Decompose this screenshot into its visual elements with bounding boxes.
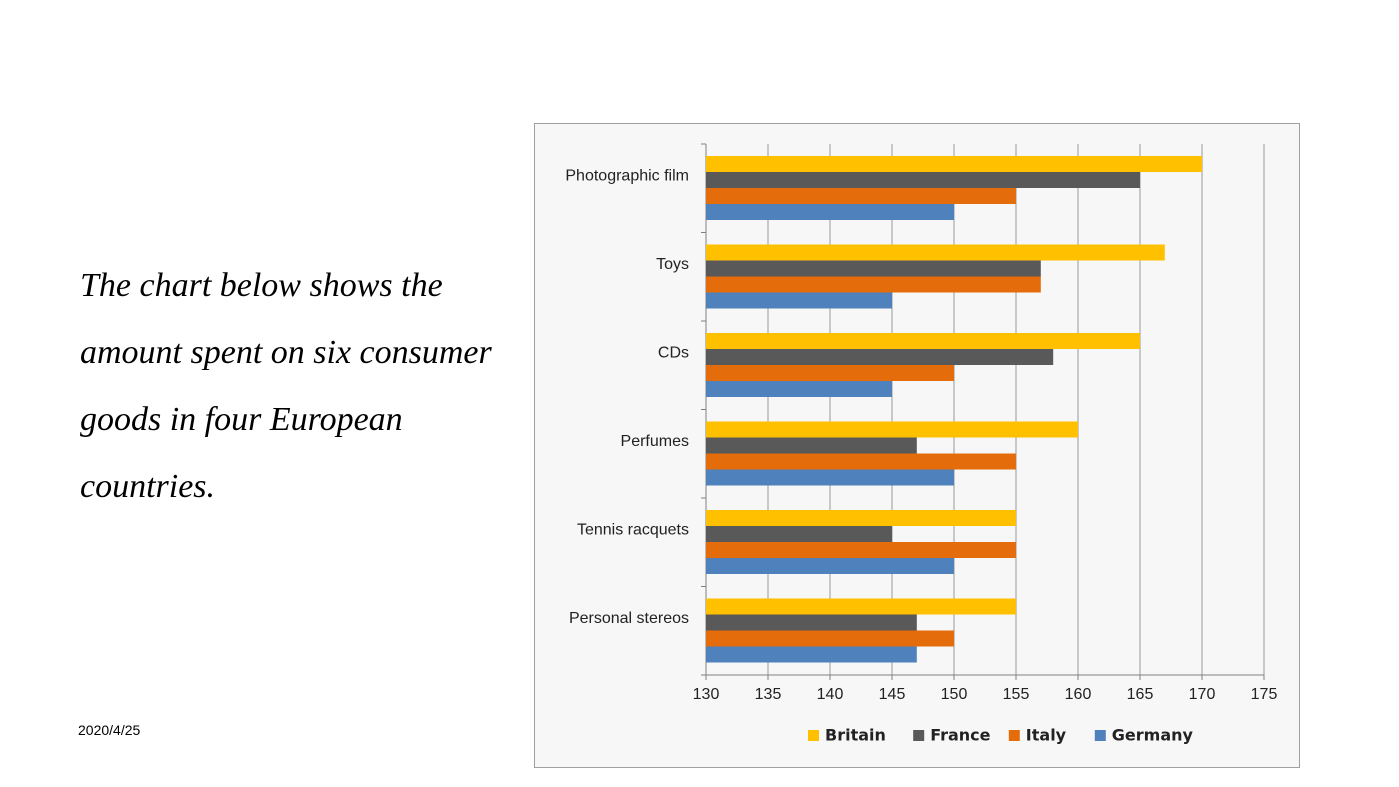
slide-caption: The chart below shows the amount spent o…	[80, 252, 520, 520]
bar-italy	[706, 453, 1016, 470]
bar-britain	[706, 598, 1016, 615]
bar-chart: Photographic film Toys CDs Perfumes Tennis r…	[565, 143, 1278, 745]
bar-italy	[706, 542, 1016, 558]
bar-germany	[706, 204, 954, 220]
x-tick-label: 160	[1065, 686, 1092, 703]
bar-italy	[706, 630, 954, 647]
x-tick-label: 155	[1003, 686, 1030, 703]
bar-france	[706, 437, 917, 454]
bar-britain	[706, 244, 1165, 261]
bar-britain	[706, 510, 1016, 526]
x-tick-label: 170	[1189, 686, 1216, 703]
x-tick-label: 150	[941, 686, 968, 703]
x-tick-label: 165	[1127, 686, 1154, 703]
bar-britain	[706, 333, 1140, 349]
y-tick-label: Photographic film	[565, 167, 689, 184]
y-tick-label: Personal stereos	[569, 610, 689, 627]
bar-britain	[706, 421, 1078, 438]
chart-frame: Photographic film Toys CDs Perfumes Tennis r…	[534, 123, 1300, 768]
legend-swatch-britain	[808, 730, 819, 741]
legend-label-italy: Italy	[1026, 726, 1067, 745]
bar-france	[706, 526, 892, 542]
bar-italy	[706, 365, 954, 381]
y-tick-label: Toys	[656, 256, 689, 273]
y-tick-label: Tennis racquets	[577, 521, 689, 538]
bar-france	[706, 349, 1054, 365]
bar-germany	[706, 558, 954, 574]
x-tick-label: 175	[1251, 686, 1278, 703]
caption-line: goods in four European	[80, 401, 403, 438]
legend-swatch-france	[913, 730, 925, 741]
legend-label-britain: Britain	[825, 726, 886, 745]
bar-italy	[706, 188, 1016, 204]
bar-britain	[706, 156, 1202, 172]
x-tick-label: 130	[693, 686, 720, 703]
bar-france	[706, 260, 1041, 277]
x-tick-label: 135	[755, 686, 782, 703]
legend-swatch-italy	[1008, 730, 1020, 741]
legend-label-germany: Germany	[1112, 726, 1194, 745]
y-tick-label: CDs	[658, 344, 689, 361]
bar-germany	[706, 646, 917, 663]
bar-france	[706, 172, 1140, 188]
caption-line: The chart below shows the	[80, 267, 443, 304]
legend-label-france: France	[930, 726, 990, 745]
bar-germany	[706, 292, 892, 309]
bar-germany	[706, 469, 954, 486]
bar-germany	[706, 381, 892, 397]
slide-date: 2020/4/25	[78, 722, 141, 738]
x-tick-label: 140	[817, 686, 844, 703]
legend-swatch-germany	[1094, 730, 1106, 741]
y-tick-label: Perfumes	[621, 433, 689, 450]
x-tick-label: 145	[879, 686, 906, 703]
caption-line: countries.	[80, 468, 216, 505]
caption-line: amount spent on six consumer	[80, 334, 492, 371]
bar-italy	[706, 276, 1041, 293]
bar-france	[706, 614, 917, 631]
